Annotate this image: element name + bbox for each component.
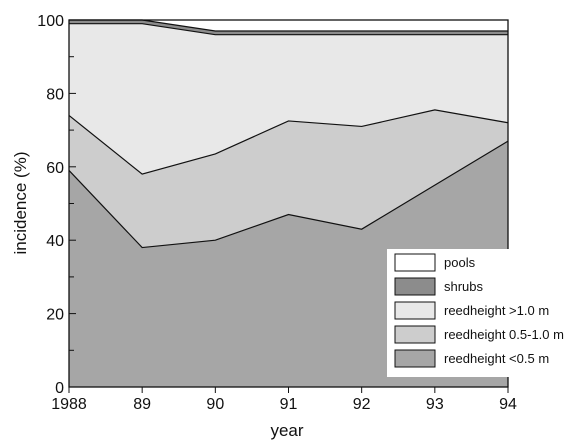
boundary-line-reedheight-1-0-m: [69, 23, 508, 36]
x-tick-label: 90: [206, 396, 224, 413]
y-axis-ticks: 0 20 40 60 80 100: [37, 13, 76, 397]
y-tick-label: 0: [55, 380, 64, 397]
y-tick-label: 20: [46, 307, 64, 324]
legend-label: shrubs: [444, 279, 484, 294]
x-tick-label: 1988: [51, 396, 87, 413]
boundary-line-reedheight-0-5-m: [68, 140, 509, 249]
x-axis-title: year: [270, 421, 303, 440]
x-tick-label: 94: [499, 396, 517, 413]
legend-swatch: [394, 325, 436, 344]
x-tick-label: 89: [133, 396, 151, 413]
legend-swatch: [394, 349, 436, 368]
x-tick-label: 93: [426, 396, 444, 413]
y-tick-label: 40: [46, 233, 64, 250]
y-tick-label: 80: [46, 86, 64, 103]
legend-label: reedheight 0.5-1.0 m: [444, 327, 564, 342]
y-tick-label: 60: [46, 160, 64, 177]
x-tick-label: 92: [353, 396, 371, 413]
legend-swatch: [394, 253, 436, 272]
legend: pools shrubs reedheight >1.0 m reedheight 0…: [387, 249, 581, 377]
legend-swatch: [394, 301, 436, 320]
legend-label: reedheight >1.0 m: [444, 303, 549, 318]
legend-label: pools: [444, 255, 476, 270]
boundary-line-reedheight-0-5-1-0-m: [68, 109, 509, 175]
legend-label: reedheight <0.5 m: [444, 351, 549, 366]
legend-swatch: [394, 277, 436, 296]
x-axis-ticks: 1988 89 90 91 92 93 94: [51, 387, 517, 413]
x-tick-label: 91: [280, 396, 298, 413]
y-tick-label: 100: [37, 13, 64, 30]
y-axis-title: incidence (%): [11, 152, 30, 255]
